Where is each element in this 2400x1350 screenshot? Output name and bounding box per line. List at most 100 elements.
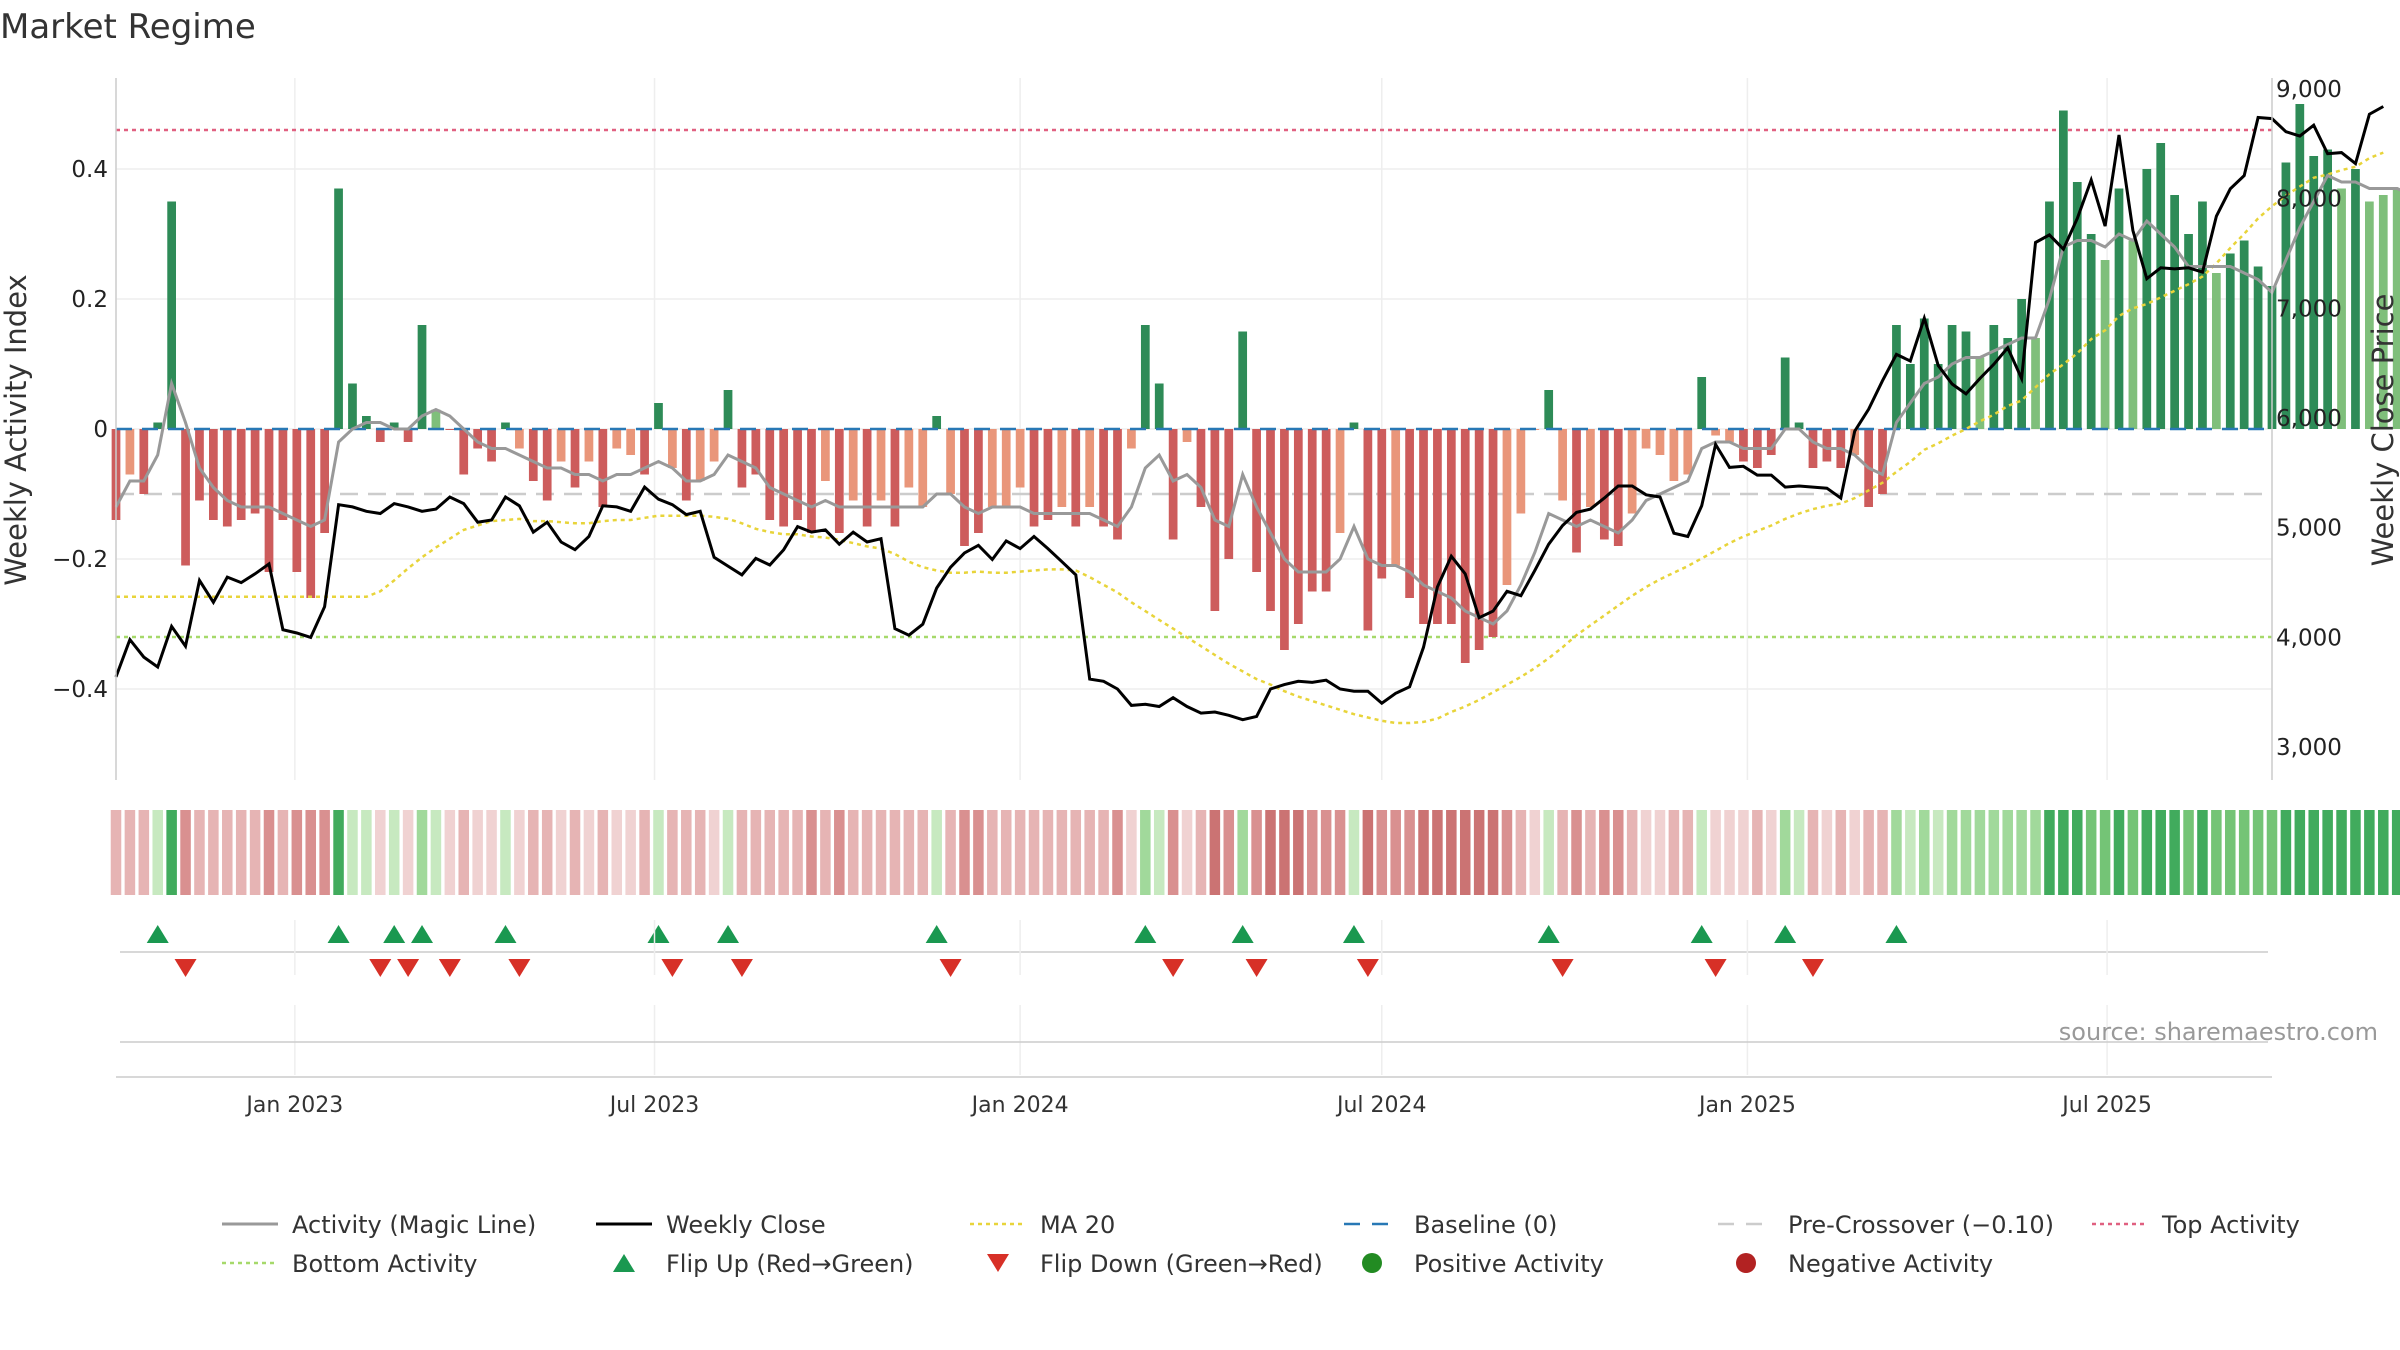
flip-up-marker: [327, 925, 350, 943]
flip-up-marker: [647, 925, 670, 943]
activity-bar: [278, 429, 288, 520]
activity-bar: [1127, 429, 1136, 449]
regime-cell: [1446, 810, 1457, 895]
activity-bar: [1586, 429, 1595, 507]
regime-cell: [333, 810, 344, 895]
activity-bar: [1015, 429, 1025, 488]
activity-bar: [584, 429, 594, 462]
regime-cell: [1877, 810, 1888, 895]
regime-cell: [847, 810, 859, 895]
regime-cell: [1529, 810, 1541, 895]
flip-down-marker: [1801, 959, 1824, 977]
regime-cell: [1863, 810, 1874, 895]
regime-cell: [1626, 810, 1638, 895]
activity-bar: [890, 429, 900, 527]
regime-cell: [987, 810, 998, 895]
activity-bar: [1933, 364, 1943, 429]
regime-cell: [180, 810, 191, 895]
activity-bar: [640, 429, 649, 475]
legend-label: Activity (Magic Line): [292, 1211, 536, 1239]
regime-cell: [2336, 810, 2347, 895]
regime-cell: [667, 810, 678, 895]
activity-bar: [2309, 156, 2319, 429]
regime-cell: [361, 810, 372, 895]
regime-cell: [2225, 810, 2236, 895]
legend-swatch: [1362, 1253, 1382, 1273]
activity-bar: [1892, 325, 1901, 429]
regime-cell: [2085, 810, 2097, 895]
y-tick-label: 0: [93, 417, 108, 443]
activity-bar: [2003, 338, 2013, 429]
activity-bar: [139, 429, 149, 494]
activity-bars: [111, 104, 2400, 663]
activity-bar: [1057, 429, 1067, 507]
activity-bar: [1419, 429, 1428, 624]
regime-cell: [305, 810, 316, 895]
x-ticks: Jan 2023 Jul 2023 Jan 2024 Jul 2024 Jan 2025…: [244, 1093, 2151, 1118]
regime-cell: [110, 810, 122, 895]
regime-cell: [2127, 810, 2139, 895]
activity-bar: [1280, 429, 1289, 650]
regime-cell: [2252, 810, 2264, 895]
activity-bar: [389, 422, 399, 429]
x-tick-label: Jan 2023: [244, 1093, 343, 1118]
activity-bar: [876, 429, 886, 501]
regime-cell: [291, 810, 303, 895]
activity-bar: [2365, 201, 2374, 429]
activity-bar: [1446, 429, 1456, 624]
activity-bar: [598, 429, 608, 507]
activity-bar: [1363, 429, 1373, 631]
y2-tick-label: 5,000: [2276, 516, 2342, 542]
activity-bar: [1558, 429, 1567, 501]
flip-up-marker: [383, 925, 406, 943]
flip-down-marker: [730, 959, 753, 977]
regime-cell: [1265, 810, 1276, 895]
regime-cell: [1571, 810, 1582, 895]
regime-cell: [2030, 810, 2041, 895]
activity-bar: [932, 416, 942, 429]
regime-cell: [708, 810, 720, 895]
activity-bar: [1905, 364, 1915, 429]
flip-up-marker: [1537, 925, 1560, 943]
regime-cell: [1320, 810, 1332, 895]
activity-bar: [1975, 357, 1985, 429]
activity-bar: [807, 429, 816, 533]
flip-up-marker: [1774, 925, 1797, 943]
regime-cell: [1640, 810, 1652, 895]
regime-cell: [458, 810, 470, 895]
reference-lines: [116, 128, 2272, 639]
regime-cell: [889, 810, 901, 895]
flip-down-marker: [397, 959, 420, 977]
activity-bar: [974, 429, 983, 533]
regime-cell: [2280, 810, 2292, 895]
regime-cell: [1835, 810, 1847, 895]
activity-bar: [2239, 240, 2249, 429]
flip-up-marker: [1885, 925, 1908, 943]
flip-down-marker: [1162, 959, 1185, 977]
flip-down-marker: [1551, 959, 1574, 977]
regime-cell: [2169, 810, 2180, 895]
activity-bar: [250, 429, 260, 514]
regime-cell: [1014, 810, 1026, 895]
y-tick-label: 0.4: [71, 157, 108, 183]
regime-cell: [1960, 810, 1972, 895]
flip-up-marker: [925, 925, 948, 943]
regime-cell: [444, 810, 456, 895]
regime-cell: [653, 810, 664, 895]
activity-bar: [236, 429, 246, 520]
flip-up-marker: [146, 925, 169, 943]
regime-cell: [1126, 810, 1137, 895]
regime-cell: [917, 810, 929, 895]
regime-cell: [1765, 810, 1777, 895]
regime-cell: [1459, 810, 1471, 895]
activity-bar: [695, 429, 705, 481]
activity-bar: [2170, 195, 2179, 429]
legend-label: Bottom Activity: [292, 1250, 477, 1278]
regime-cell: [1042, 810, 1054, 895]
activity-bar: [1099, 429, 1108, 527]
regime-cell: [834, 810, 845, 895]
regime-cell: [166, 810, 177, 895]
activity-bar: [1711, 429, 1720, 436]
activity-bar: [2058, 110, 2068, 429]
regime-cell: [694, 810, 706, 895]
